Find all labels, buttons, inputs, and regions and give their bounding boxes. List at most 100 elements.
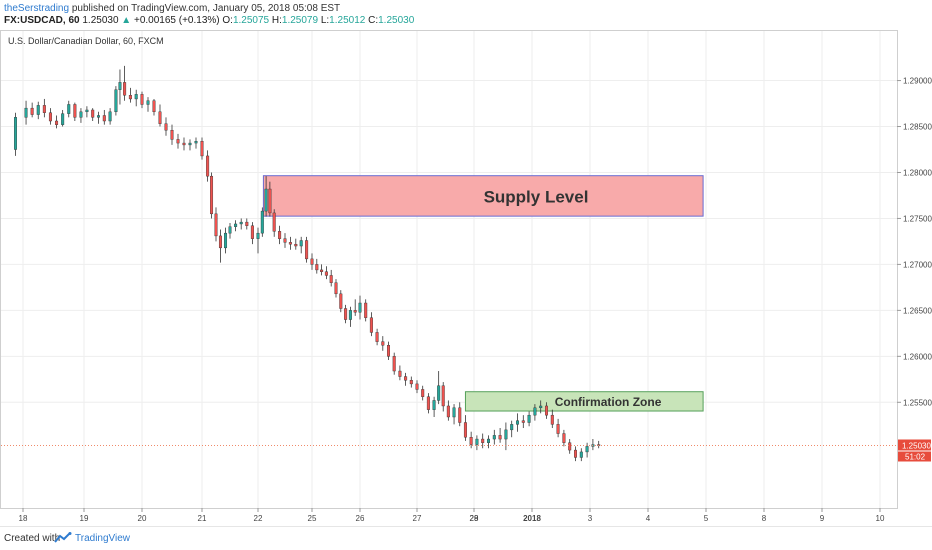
candle-body[interactable]	[315, 264, 319, 271]
author-link[interactable]: theSerstrading	[4, 3, 70, 14]
candle-body[interactable]	[55, 120, 59, 125]
candle-body[interactable]	[24, 107, 28, 118]
candle-body[interactable]	[200, 141, 204, 157]
candle-body[interactable]	[102, 115, 106, 122]
confirmation-zone[interactable]	[464, 391, 704, 412]
candle-body[interactable]	[334, 282, 338, 295]
candle-body[interactable]	[48, 112, 52, 122]
candle-body[interactable]	[487, 438, 491, 443]
tradingview-logo-icon[interactable]	[54, 532, 72, 544]
candle-body[interactable]	[85, 109, 89, 113]
candle-body[interactable]	[329, 275, 333, 283]
candle-body[interactable]	[294, 243, 298, 247]
candle-body[interactable]	[398, 370, 402, 377]
candle-body[interactable]	[521, 420, 525, 423]
candle-body[interactable]	[206, 155, 210, 177]
candle-body[interactable]	[170, 129, 174, 140]
candle-body[interactable]	[278, 231, 282, 239]
candle-body[interactable]	[108, 111, 112, 122]
candle-body[interactable]	[404, 376, 408, 381]
candle-body[interactable]	[320, 269, 324, 272]
candle-body[interactable]	[358, 302, 362, 313]
candle-body[interactable]	[369, 317, 373, 333]
candle-body[interactable]	[432, 400, 436, 410]
candle-body[interactable]	[288, 242, 292, 245]
candle-body[interactable]	[348, 310, 352, 320]
candle-body[interactable]	[392, 356, 396, 372]
price-chart[interactable]: 1.29000 1.28500 1.28000 1.27500 1.27000 1.265…	[0, 30, 932, 526]
candle-body[interactable]	[452, 407, 456, 418]
candle-body[interactable]	[498, 435, 502, 440]
candle-body[interactable]	[426, 396, 430, 410]
candle-body[interactable]	[446, 405, 450, 418]
candle-body[interactable]	[324, 271, 328, 276]
candle-body[interactable]	[194, 141, 198, 144]
candle-body[interactable]	[344, 308, 348, 320]
candle-body[interactable]	[463, 422, 467, 438]
candle-body[interactable]	[579, 451, 583, 458]
candle-body[interactable]	[272, 212, 276, 232]
candle-body[interactable]	[96, 115, 100, 118]
candle-body[interactable]	[364, 302, 368, 318]
candle-body[interactable]	[299, 240, 303, 247]
candle-body[interactable]	[441, 385, 445, 407]
candle-body[interactable]	[268, 188, 272, 214]
candle-body[interactable]	[504, 429, 508, 440]
candle-body[interactable]	[118, 82, 122, 90]
candle-body[interactable]	[114, 89, 118, 113]
candle-body[interactable]	[264, 188, 268, 212]
candle-body[interactable]	[152, 100, 156, 113]
tradingview-brand-link[interactable]: TradingView	[75, 533, 131, 544]
candle-body[interactable]	[146, 100, 150, 105]
candle-body[interactable]	[539, 405, 543, 409]
chart-area[interactable]: 1.29000 1.28500 1.28000 1.27500 1.27000 1.265…	[0, 30, 932, 526]
candle-body[interactable]	[224, 232, 228, 249]
candle-body[interactable]	[245, 221, 249, 226]
candle-body[interactable]	[481, 438, 485, 443]
candle-body[interactable]	[140, 94, 144, 105]
candle-body[interactable]	[375, 332, 379, 342]
candle-body[interactable]	[556, 424, 560, 434]
candle-body[interactable]	[437, 385, 441, 401]
candle-body[interactable]	[128, 95, 132, 100]
candle-body[interactable]	[134, 94, 138, 100]
candle-body[interactable]	[492, 435, 496, 440]
candle-body[interactable]	[123, 82, 127, 96]
candle-body[interactable]	[30, 107, 34, 115]
candle-body[interactable]	[545, 405, 549, 416]
candle-body[interactable]	[182, 142, 186, 146]
candle-body[interactable]	[91, 109, 95, 118]
candle-body[interactable]	[250, 225, 254, 239]
candle-body[interactable]	[176, 139, 180, 144]
supply-zone[interactable]	[262, 175, 704, 217]
candle-body[interactable]	[510, 424, 514, 431]
candle-body[interactable]	[458, 407, 462, 423]
candle-body[interactable]	[36, 105, 40, 115]
candle-body[interactable]	[568, 442, 572, 451]
candle-body[interactable]	[585, 446, 589, 453]
candle-body[interactable]	[415, 383, 419, 390]
candle-body[interactable]	[73, 104, 77, 118]
candle-body[interactable]	[210, 175, 214, 215]
candle-body[interactable]	[228, 226, 232, 234]
candle-body[interactable]	[188, 142, 192, 146]
candle-body[interactable]	[13, 117, 17, 150]
candle-body[interactable]	[305, 240, 309, 260]
candle-body[interactable]	[339, 293, 343, 309]
candle-body[interactable]	[158, 111, 162, 124]
candle-body[interactable]	[42, 105, 46, 113]
candle-body[interactable]	[353, 310, 357, 313]
candle-body[interactable]	[234, 223, 238, 227]
candle-body[interactable]	[214, 213, 218, 237]
candle-body[interactable]	[527, 414, 531, 423]
candle-body[interactable]	[256, 232, 260, 239]
candle-body[interactable]	[421, 389, 425, 397]
candle-body[interactable]	[61, 113, 65, 125]
candle-body[interactable]	[469, 437, 473, 445]
candle-body[interactable]	[79, 111, 83, 118]
candle-body[interactable]	[218, 235, 222, 249]
candle-body[interactable]	[381, 341, 385, 346]
candle-body[interactable]	[574, 449, 578, 458]
candle-body[interactable]	[283, 238, 287, 243]
candle-body[interactable]	[533, 407, 537, 416]
